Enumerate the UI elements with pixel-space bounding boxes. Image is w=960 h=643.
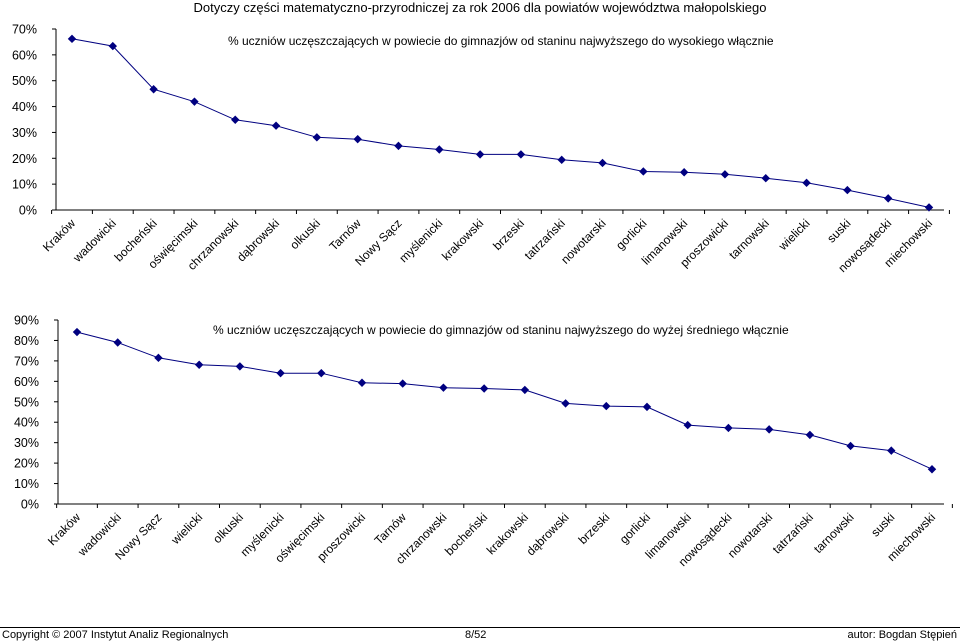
data-point xyxy=(435,145,444,154)
data-point xyxy=(846,441,855,451)
x-tick-label: Kraków xyxy=(45,510,83,548)
data-point xyxy=(761,173,770,183)
data-point xyxy=(317,368,326,378)
chart-bottom: 0%10%20%30%40%50%60%70%80%90%Krakówwadow… xyxy=(14,314,953,569)
x-tick-label: wielicki xyxy=(168,510,205,547)
data-point xyxy=(235,362,245,371)
y-tick-label: 20% xyxy=(14,457,39,471)
data-point xyxy=(805,430,815,440)
y-tick-label: 40% xyxy=(12,100,37,114)
data-point xyxy=(639,167,648,176)
x-tick-label: dąbrowski xyxy=(524,510,572,558)
x-tick-label: olkuski xyxy=(210,510,246,546)
x-tick-label: tarnowski xyxy=(811,510,857,556)
footer-copyright: Copyright © 2007 Instytut Analiz Regiona… xyxy=(2,629,229,641)
data-point xyxy=(276,368,285,378)
data-point xyxy=(520,385,530,395)
y-tick-label: 40% xyxy=(14,416,39,430)
data-point xyxy=(843,185,852,195)
data-point xyxy=(475,150,485,159)
data-point xyxy=(190,97,199,106)
data-point xyxy=(312,133,322,142)
data-point xyxy=(439,383,448,392)
data-point xyxy=(357,378,367,387)
data-point xyxy=(683,420,692,430)
y-tick-label: 30% xyxy=(14,436,39,450)
chart-top: 0%10%20%30%40%50%60%70%Krakówwadowickibo… xyxy=(12,23,950,275)
y-tick-label: 60% xyxy=(12,48,37,62)
data-point xyxy=(557,155,566,165)
data-point xyxy=(927,465,937,474)
y-tick-label: 50% xyxy=(12,74,37,88)
data-point xyxy=(887,446,896,455)
data-point xyxy=(67,34,77,44)
y-tick-label: 10% xyxy=(12,178,37,192)
data-point xyxy=(398,379,407,388)
chart-title: % uczniów uczęszczających w powiecie do … xyxy=(213,323,789,337)
page-title: Dotyczy części matematyczno-przyrodnicze… xyxy=(193,0,767,15)
y-tick-label: 50% xyxy=(14,395,39,409)
y-tick-label: 70% xyxy=(12,23,37,37)
data-point xyxy=(724,423,733,433)
x-tick-label: nowotarski xyxy=(725,510,775,560)
x-tick-label: tatrzański xyxy=(770,510,816,556)
x-tick-label: suski xyxy=(868,510,897,539)
data-point xyxy=(72,327,82,337)
data-point xyxy=(602,401,611,411)
footer-page-number: 8/52 xyxy=(465,629,487,641)
data-point xyxy=(271,121,281,130)
y-tick-label: 10% xyxy=(14,477,39,491)
y-tick-label: 0% xyxy=(19,204,37,218)
chart-title: % uczniów uczęszczających w powiecie do … xyxy=(228,34,774,48)
data-point xyxy=(231,115,240,124)
data-point xyxy=(802,178,811,188)
data-point xyxy=(113,338,122,347)
data-point xyxy=(924,203,934,212)
data-point xyxy=(479,384,489,393)
data-point xyxy=(394,141,403,151)
y-tick-label: 70% xyxy=(14,354,39,368)
x-tick-label: bocheński xyxy=(442,510,490,558)
data-point xyxy=(720,170,730,179)
footer-author: autor: Bogdan Stępień xyxy=(847,629,957,641)
y-tick-label: 20% xyxy=(12,152,37,166)
y-tick-label: 60% xyxy=(14,375,39,389)
data-point xyxy=(194,360,204,369)
data-point xyxy=(353,134,362,144)
data-point xyxy=(149,85,158,94)
footer: Copyright © 2007 Instytut Analiz Regiona… xyxy=(0,627,960,643)
data-point xyxy=(561,399,570,408)
y-tick-label: 90% xyxy=(14,314,39,328)
series-line xyxy=(76,331,933,470)
data-point xyxy=(108,41,118,51)
data-point xyxy=(883,194,893,203)
data-point xyxy=(598,158,607,168)
data-point xyxy=(154,353,163,363)
x-tick-label: Tarnów xyxy=(372,510,409,547)
y-tick-label: 30% xyxy=(12,126,37,140)
y-tick-label: 0% xyxy=(21,498,39,512)
data-point xyxy=(679,168,689,177)
x-tick-label: gorlicki xyxy=(617,510,653,546)
data-point xyxy=(764,425,774,434)
data-point xyxy=(642,402,652,412)
data-point xyxy=(516,150,526,159)
x-tick-label: brzeski xyxy=(576,510,613,547)
series-line xyxy=(71,38,930,208)
y-tick-label: 80% xyxy=(14,334,39,348)
x-tick-label: krakowski xyxy=(484,510,531,557)
